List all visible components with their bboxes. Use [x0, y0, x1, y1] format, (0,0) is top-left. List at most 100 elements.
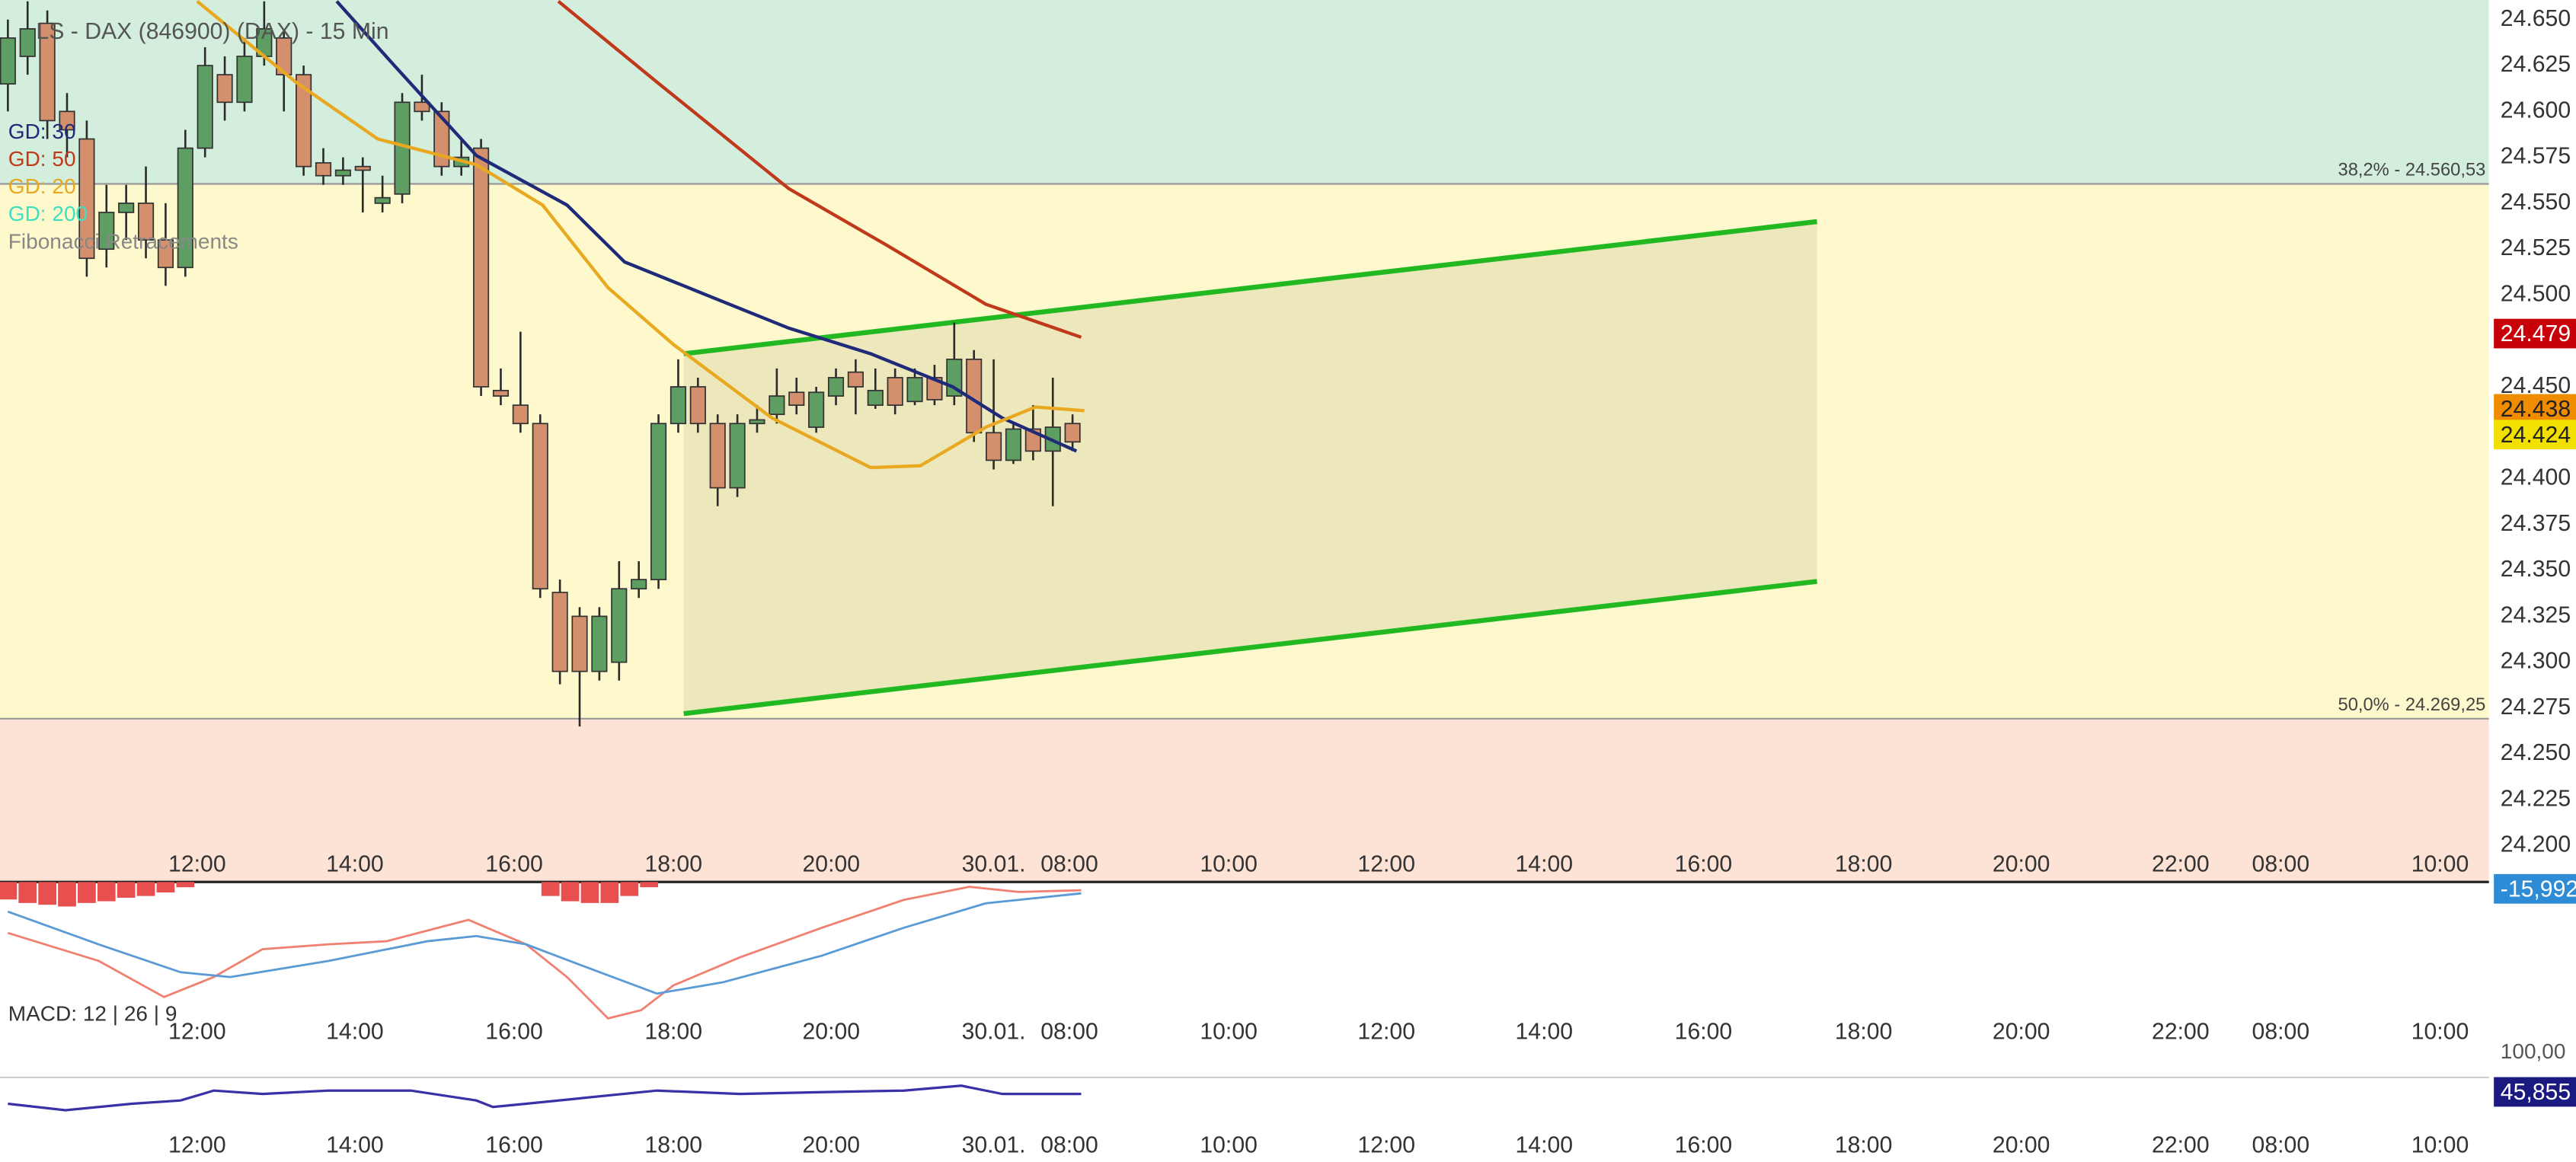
x-tick-label: 18:00 [644, 1132, 702, 1157]
candle-body [512, 404, 529, 425]
candle-body [374, 196, 391, 204]
y-tick-label: 24.275 [2501, 694, 2571, 720]
y-tick-label: 24.375 [2501, 511, 2571, 536]
histogram-bar [58, 882, 76, 907]
x-tick-label: 14:00 [1516, 1132, 1574, 1157]
x-tick-label: 18:00 [644, 1020, 702, 1045]
y-tick-label: 24.300 [2501, 649, 2571, 674]
x-tick-label: 30.01. [962, 1132, 1026, 1157]
x-tick-label: 20:00 [1993, 1132, 2050, 1157]
y-tick-label: 24.350 [2501, 557, 2571, 582]
fib-label: 50,0% - 24.269,25 [2338, 695, 2486, 715]
macd-line [7, 892, 1082, 995]
x-tick-label: 08:00 [2252, 1132, 2310, 1157]
candle-body [926, 377, 943, 401]
x-tick-label: 10:00 [1200, 1132, 1258, 1157]
candle-body [315, 161, 332, 177]
candle-body [532, 423, 548, 590]
histogram-bar [541, 882, 560, 896]
histogram-bar [97, 882, 116, 902]
x-tick-label: 10:00 [1200, 1020, 1258, 1045]
candle-body [709, 423, 726, 489]
candle-body [19, 27, 36, 57]
x-tick-label: 20:00 [1993, 852, 2050, 877]
x-tick-label: 12:00 [1357, 1132, 1415, 1157]
histogram-bar [18, 882, 37, 903]
histogram-bar [620, 882, 639, 896]
price-badge-label: 24.424 [2501, 423, 2571, 448]
histogram-bar [156, 882, 175, 893]
x-tick-label: 16:00 [485, 1020, 543, 1045]
x-tick-label: 20:00 [1993, 1020, 2050, 1045]
price-badge [2494, 394, 2576, 424]
histogram-bar [136, 882, 155, 896]
x-tick-label: 14:00 [326, 1132, 384, 1157]
y-tick-label: 100,00 [2501, 1039, 2566, 1063]
y-tick-label: 24.450 [2501, 373, 2571, 398]
y-tick-label: 24.250 [2501, 740, 2571, 765]
y-tick-label: 24.650 [2501, 6, 2571, 31]
candle-body [611, 588, 628, 663]
x-tick-label: 08:00 [1040, 1132, 1098, 1157]
histogram-bar [561, 882, 580, 902]
candle-body [296, 74, 312, 168]
x-tick-label: 10:00 [2411, 852, 2469, 877]
fib-zone [0, 718, 2489, 883]
legend-entry: GD: 30 [8, 120, 76, 143]
candle-body [118, 203, 135, 213]
channel-fill [683, 222, 1817, 714]
fib-zone [0, 0, 2489, 184]
candle-body [788, 391, 805, 406]
y-tick-label: 24.575 [2501, 144, 2571, 169]
candle-body [986, 432, 1002, 461]
histogram-bar [640, 882, 658, 888]
x-tick-label: 10:00 [2411, 1132, 2469, 1157]
moving-average [557, 0, 1082, 339]
channel-line [683, 219, 1817, 356]
candle-body [591, 615, 608, 672]
candle-body [827, 377, 845, 397]
candle-body [39, 22, 56, 122]
candle-body [689, 386, 706, 425]
x-tick-label: 12:00 [1357, 852, 1415, 877]
candle-body [867, 389, 884, 406]
x-tick-label: 18:00 [1835, 852, 1893, 877]
moving-average [196, 0, 1085, 470]
y-tick-label: 24.225 [2501, 786, 2571, 811]
candle-body [157, 239, 174, 269]
x-tick-label: 10:00 [1200, 852, 1258, 877]
x-tick-label: 16:00 [1675, 852, 1733, 877]
x-tick-label: 16:00 [1675, 1020, 1733, 1045]
y-tick-label: 24.625 [2501, 52, 2571, 77]
candle-body [650, 423, 667, 581]
x-tick-label: 22:00 [2152, 1132, 2210, 1157]
histogram-bar [117, 882, 136, 898]
candle-body [1005, 428, 1022, 461]
x-tick-label: 08:00 [1040, 1020, 1098, 1045]
histogram-bar [176, 882, 195, 888]
x-tick-label: 16:00 [485, 1132, 543, 1157]
candle-body [1064, 423, 1081, 443]
candle-body [59, 110, 75, 131]
x-tick-label: 12:00 [168, 1132, 226, 1157]
fib-zone [0, 184, 2489, 719]
histogram-bar [0, 882, 18, 900]
x-tick-label: 12:00 [168, 1020, 226, 1045]
x-tick-label: 14:00 [326, 1020, 384, 1045]
channel-line [683, 579, 1817, 717]
candle-body [906, 377, 923, 403]
candle-body [749, 419, 765, 425]
candle-body [769, 395, 785, 416]
histogram-bar [78, 882, 96, 903]
candle-body [729, 423, 746, 489]
x-tick-label: 20:00 [803, 1132, 861, 1157]
x-tick-label: 18:00 [644, 852, 702, 877]
y-tick-label: 24.600 [2501, 97, 2571, 123]
candle-body [137, 203, 155, 241]
x-tick-label: 10:00 [2411, 1020, 2469, 1045]
x-tick-label: 22:00 [2152, 852, 2210, 877]
histogram-bar [580, 882, 599, 903]
candle-body [631, 579, 647, 590]
candle-body [177, 147, 193, 269]
x-tick-label: 16:00 [485, 852, 543, 877]
